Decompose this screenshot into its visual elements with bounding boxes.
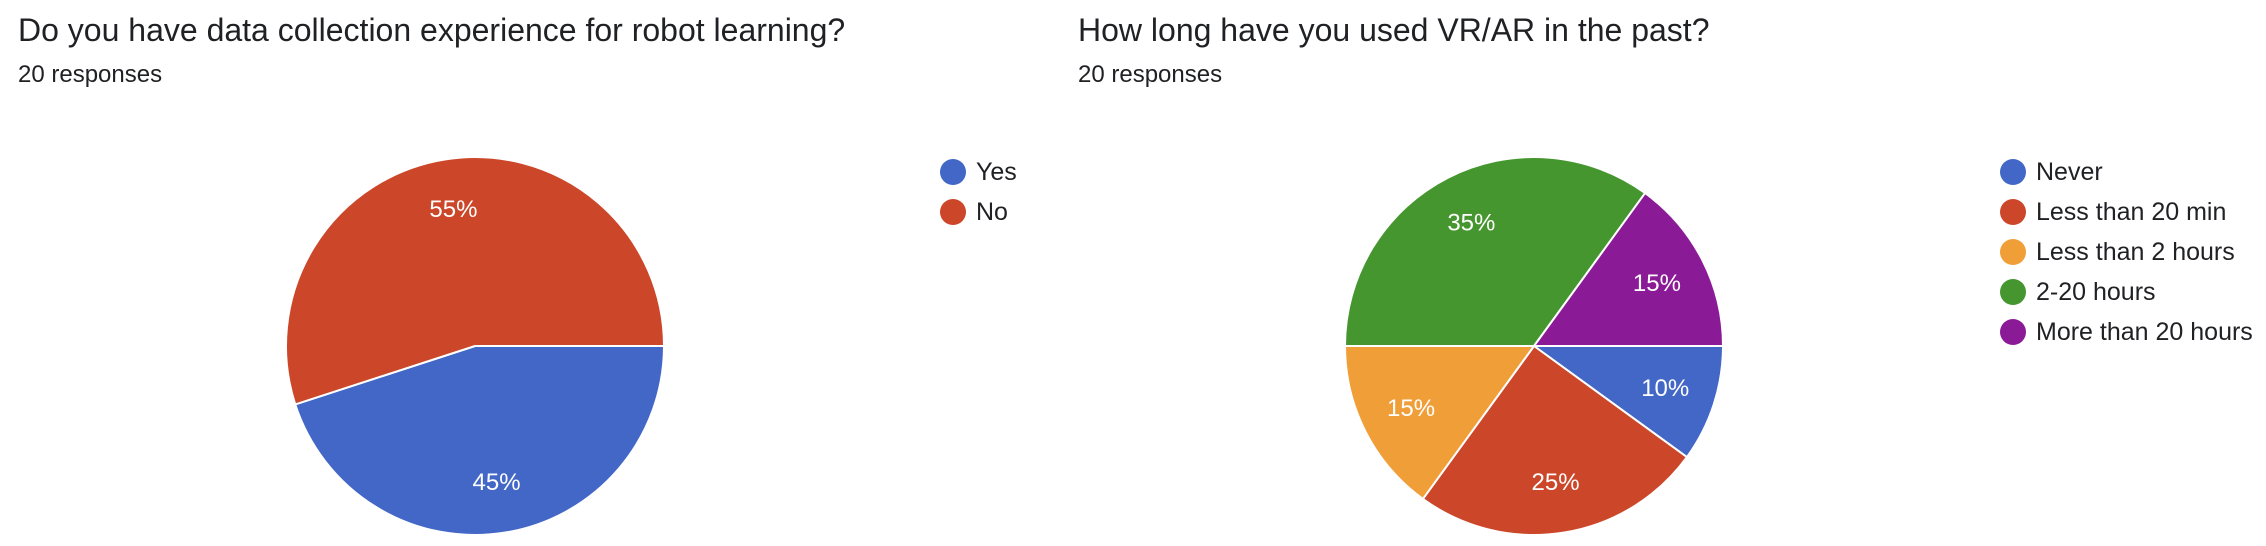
slice-percent-label-2-20-hours: 35% [1447, 210, 1495, 237]
pie-slice-no [285, 156, 666, 406]
slice-percent-label-never: 10% [1641, 375, 1689, 402]
pie-slice-never [1530, 345, 1725, 459]
legend-swatch-icon [940, 199, 966, 225]
legend: Yes No [940, 152, 1017, 232]
slice-percent-label-less-than-2-hours: 15% [1387, 395, 1435, 422]
slice-percent-label-less-than-20-min: 25% [1532, 469, 1580, 496]
legend-label: No [976, 197, 1008, 226]
legend-swatch-icon [940, 159, 966, 185]
pie-chart-vr-ar-usage: 10% 25% 15% 35% 15% [1343, 156, 1725, 536]
legend-item-no: No [940, 192, 1017, 232]
legend-swatch-icon [2000, 159, 2026, 185]
legend-label: Less than 20 min [2036, 197, 2227, 226]
legend-item-less-than-2-hours: Less than 2 hours [2000, 232, 2253, 272]
legend-item-yes: Yes [940, 152, 1017, 192]
legend-item-more-than-20-hours: More than 20 hours [2000, 312, 2253, 352]
legend-swatch-icon [2000, 319, 2026, 345]
slice-percent-label-no: 55% [429, 196, 477, 223]
legend-label: Never [2036, 157, 2103, 186]
pie-slice-less-than-2-hours [1343, 345, 1536, 501]
response-count: 20 responses [18, 61, 163, 88]
chart-panel-vr-ar-usage: How long have you used VR/AR in the past… [1060, 0, 2266, 546]
pie-slice-2-20-hours [1343, 156, 1647, 347]
legend-item-less-than-20-min: Less than 20 min [2000, 192, 2253, 232]
legend-item-never: Never [2000, 152, 2253, 192]
slice-percent-label-yes: 45% [473, 469, 521, 496]
legend-label: Less than 2 hours [2036, 237, 2235, 266]
legend-swatch-icon [2000, 239, 2026, 265]
legend-item-2-20-hours: 2-20 hours [2000, 272, 2253, 312]
pie-chart-data-collection: 45% 55% [285, 156, 666, 536]
question-title: How long have you used VR/AR in the past… [1078, 12, 1710, 48]
legend-label: 2-20 hours [2036, 277, 2156, 306]
question-title: Do you have data collection experience f… [18, 12, 846, 48]
slice-percent-label-more-than-20-hours: 15% [1633, 270, 1681, 297]
legend-label: More than 20 hours [2036, 317, 2253, 346]
legend: Never Less than 20 min Less than 2 hours 2-… [2000, 152, 2253, 352]
legend-label: Yes [976, 157, 1017, 186]
pie-slice-yes [293, 345, 666, 536]
pie-slice-more-than-20-hours [1532, 191, 1725, 347]
legend-swatch-icon [2000, 199, 2026, 225]
legend-swatch-icon [2000, 279, 2026, 305]
response-count: 20 responses [1078, 61, 1223, 88]
chart-panel-data-collection: Do you have data collection experience f… [0, 0, 1060, 546]
pie-slice-less-than-20-min [1421, 344, 1689, 536]
